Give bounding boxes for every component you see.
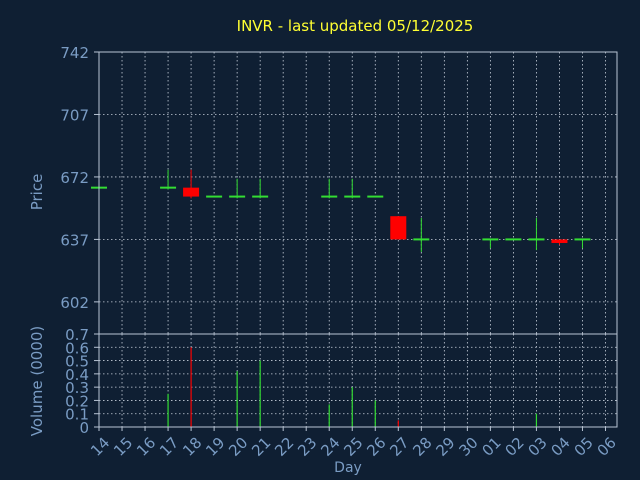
- price-candle: [551, 239, 568, 245]
- x-tick-label: 06: [594, 434, 620, 460]
- volume-tick-label: 0.1: [65, 406, 89, 424]
- volume-tick-label: 0.3: [65, 379, 89, 397]
- candle-body: [390, 216, 407, 240]
- candle-body: [528, 238, 545, 241]
- candle-body: [252, 195, 269, 198]
- price-tick-label: 707: [60, 106, 89, 124]
- volume-tick-label: 0.5: [65, 353, 89, 371]
- price-candle: [252, 178, 269, 199]
- volume-tick-label: 0: [79, 419, 89, 437]
- price-candle: [413, 217, 430, 252]
- candle-body: [160, 186, 177, 189]
- x-axis-label: Day: [334, 460, 362, 476]
- candle-body: [367, 195, 384, 198]
- candle-body: [574, 238, 591, 241]
- price-tick-label: 742: [60, 44, 89, 62]
- candle-body: [551, 239, 568, 243]
- volume-frame: [98, 333, 618, 428]
- candle-body: [344, 195, 361, 198]
- volume-panel: 00.10.20.30.40.50.60.7: [65, 326, 618, 437]
- price-tick-label: 602: [60, 294, 89, 312]
- price-candle: [183, 169, 200, 199]
- candle-body: [321, 195, 338, 198]
- candle-body: [229, 195, 246, 198]
- price-candle: [367, 195, 384, 198]
- price-candle: [206, 195, 223, 198]
- price-candle: [482, 238, 499, 249]
- price-candle: [528, 217, 545, 251]
- candle-body: [183, 187, 200, 197]
- volume-axis-label: Volume (0000): [28, 326, 46, 436]
- price-candle: [160, 169, 177, 190]
- candle-body: [413, 238, 430, 241]
- price-candle: [390, 216, 407, 240]
- chart-title: INVR - last updated 05/12/2025: [237, 17, 474, 35]
- price-panel: 602 637 672 707 742: [60, 44, 618, 335]
- volume-tick-label: 0.6: [65, 339, 89, 357]
- price-tick-label: 672: [60, 169, 89, 187]
- price-candle: [574, 238, 591, 249]
- volume-tick-label: 0.7: [65, 326, 89, 344]
- price-candle: [505, 238, 522, 241]
- candle-body: [206, 195, 223, 198]
- price-axis-label: Price: [28, 174, 46, 211]
- price-tick-label: 637: [60, 231, 89, 249]
- candle-body: [505, 238, 522, 241]
- candle-body: [482, 238, 499, 241]
- price-candle: [344, 178, 361, 199]
- price-candle: [321, 178, 338, 199]
- volume-tick-label: 0.2: [65, 392, 89, 410]
- volume-tick-label: 0.4: [65, 366, 89, 384]
- x-axis: 1415161718192021222324252627282930010203…: [87, 427, 620, 460]
- price-candle: [229, 178, 246, 199]
- price-frame: [98, 51, 618, 335]
